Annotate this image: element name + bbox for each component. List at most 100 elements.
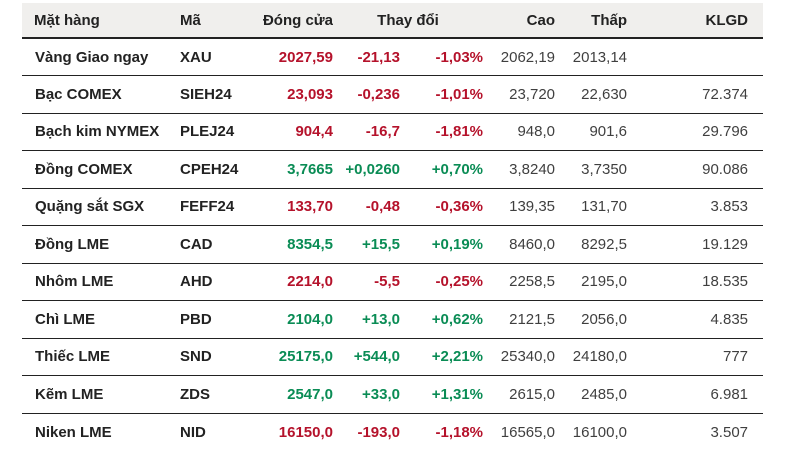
commodity-name: Đồng COMEX [35,160,133,178]
close-price: 2027,59 [278,48,333,66]
commodity-name: Quặng sắt SGX [35,198,145,216]
commodity-name: Nhôm LME [35,273,114,291]
table-row: Bạch kim NYMEX PLEJ24 904,4 -16,7 -1,81%… [22,113,764,151]
low-price: 16100,0 [572,423,628,441]
commodity-code: SND [180,348,212,366]
col-header-item: Mặt hàng [34,11,100,29]
high-price: 139,35 [509,198,556,216]
table-row: Niken LME NID 16150,0 -193,0 -1,18% 1656… [22,413,764,451]
change-percent: -0,36% [435,198,484,216]
volume: 6.981 [710,385,749,403]
change-percent: -1,18% [435,423,484,441]
commodity-name: Vàng Giao ngay [35,48,149,66]
commodity-code: XAU [180,48,212,66]
table-row: Quặng sắt SGX FEFF24 133,70 -0,48 -0,36%… [22,188,764,226]
col-header-low: Thấp [591,11,628,29]
col-header-volume: KLGD [705,11,749,29]
commodity-name: Thiếc LME [35,348,111,366]
change-percent: -1,03% [435,48,484,66]
high-price: 948,0 [517,123,556,141]
change-value: -193,0 [357,423,400,441]
table-body: Vàng Giao ngay XAU 2027,59 -21,13 -1,03%… [22,38,764,451]
volume: 3.507 [710,423,749,441]
change-percent: +0,19% [431,235,484,253]
high-price: 8460,0 [509,235,556,253]
commodity-name: Kẽm LME [35,385,104,403]
high-price: 2258,5 [509,273,556,291]
commodity-code: FEFF24 [180,198,235,216]
header-row: Mặt hàng Mã Đóng cửa Thay đổi Cao Thấp K… [22,3,764,38]
commodity-name: Bạc COMEX [35,85,122,103]
table-row: Nhôm LME AHD 2214,0 -5,5 -0,25% 2258,5 2… [22,263,764,301]
close-price: 23,093 [287,85,333,103]
commodity-code: ZDS [180,385,210,403]
change-value: -21,13 [357,48,400,66]
volume: 18.535 [702,273,749,291]
table-row: Kẽm LME ZDS 2547,0 +33,0 +1,31% 2615,0 2… [22,375,764,413]
volume: 4.835 [710,310,749,328]
change-value: -0,48 [365,198,400,216]
volume: 3.853 [710,198,749,216]
low-price: 2485,0 [581,385,628,403]
high-price: 23,720 [509,85,556,103]
col-header-change: Thay đổi [377,11,439,29]
close-price: 16150,0 [278,423,333,441]
high-price: 2121,5 [509,310,556,328]
table-row: Thiếc LME SND 25175,0 +544,0 +2,21% 2534… [22,338,764,376]
low-price: 22,630 [581,85,628,103]
change-percent: -1,81% [435,123,484,141]
volume: 72.374 [702,85,749,103]
low-price: 901,6 [589,123,628,141]
low-price: 24180,0 [572,348,628,366]
change-percent: +2,21% [431,348,484,366]
commodity-code: NID [180,423,206,441]
low-price: 2195,0 [581,273,628,291]
high-price: 3,8240 [509,160,556,178]
change-percent: -1,01% [435,85,484,103]
change-value: +13,0 [362,310,400,328]
commodity-code: CPEH24 [180,160,239,178]
commodity-name: Đồng LME [35,235,110,253]
low-price: 8292,5 [581,235,628,253]
table-header: Mặt hàng Mã Đóng cửa Thay đổi Cao Thấp K… [22,3,764,38]
change-value: -5,5 [374,273,400,291]
high-price: 2062,19 [500,48,556,66]
low-price: 131,70 [581,198,628,216]
volume: 29.796 [702,123,749,141]
close-price: 25175,0 [278,348,333,366]
table-row: Chì LME PBD 2104,0 +13,0 +0,62% 2121,5 2… [22,300,764,338]
close-price: 2214,0 [287,273,333,291]
close-price: 2547,0 [287,385,333,403]
close-price: 133,70 [287,198,333,216]
volume: 19.129 [702,235,749,253]
commodity-code: PLEJ24 [180,123,235,141]
table-row: Đồng LME CAD 8354,5 +15,5 +0,19% 8460,0 … [22,225,764,263]
table-row: Bạc COMEX SIEH24 23,093 -0,236 -1,01% 23… [22,75,764,113]
commodity-code: SIEH24 [180,85,232,103]
commodity-name: Niken LME [35,423,112,441]
change-percent: -0,25% [435,273,484,291]
commodity-price-table: Mặt hàng Mã Đóng cửa Thay đổi Cao Thấp K… [22,3,764,451]
close-price: 8354,5 [287,235,333,253]
change-value: +544,0 [353,348,400,366]
low-price: 3,7350 [581,160,628,178]
volume [627,38,763,76]
col-header-code: Mã [180,11,201,29]
table-row: Vàng Giao ngay XAU 2027,59 -21,13 -1,03%… [22,38,764,76]
low-price: 2013,14 [572,48,628,66]
close-price: 2104,0 [287,310,333,328]
high-price: 16565,0 [500,423,556,441]
change-value: +15,5 [362,235,400,253]
volume: 777 [722,348,749,366]
high-price: 25340,0 [500,348,556,366]
change-value: -0,236 [357,85,400,103]
change-value: -16,7 [365,123,400,141]
close-price: 904,4 [295,123,333,141]
col-header-high: Cao [526,11,556,29]
change-percent: +0,62% [431,310,484,328]
close-price: 3,7665 [287,160,333,178]
change-percent: +1,31% [431,385,484,403]
volume: 90.086 [702,160,749,178]
commodity-code: CAD [180,235,213,253]
commodity-code: AHD [180,273,213,291]
